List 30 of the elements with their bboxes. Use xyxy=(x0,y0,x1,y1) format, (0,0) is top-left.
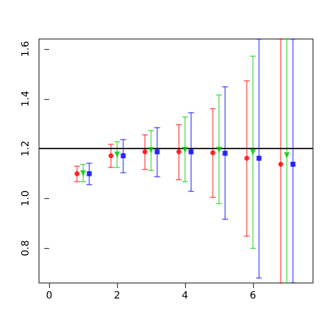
point xyxy=(108,153,114,158)
y-tick-label: 0.8 xyxy=(20,240,32,256)
point xyxy=(148,147,154,154)
point xyxy=(256,156,262,161)
point xyxy=(80,170,86,176)
point xyxy=(154,149,160,154)
x-tick-label: 2 xyxy=(114,290,120,302)
point xyxy=(250,149,256,156)
point xyxy=(222,150,228,156)
point xyxy=(188,149,194,154)
point xyxy=(210,150,216,156)
point xyxy=(86,171,92,176)
y-tick-label: 1.6 xyxy=(20,41,32,57)
point xyxy=(182,146,188,153)
point xyxy=(74,171,80,176)
point xyxy=(290,162,296,167)
x-tick-label: 0 xyxy=(46,290,52,302)
point xyxy=(176,149,182,154)
y-tick-label: 1.0 xyxy=(20,190,32,206)
point xyxy=(244,156,250,161)
point xyxy=(216,146,222,153)
point xyxy=(142,149,148,154)
y-tick-label: 1.2 xyxy=(20,140,32,157)
x-tick-label: 6 xyxy=(250,290,256,302)
point xyxy=(278,162,284,167)
y-tick-label: 1.4 xyxy=(20,90,32,107)
point xyxy=(114,152,120,158)
point xyxy=(120,153,126,158)
point xyxy=(284,152,290,158)
x-tick-label: 4 xyxy=(182,290,188,302)
